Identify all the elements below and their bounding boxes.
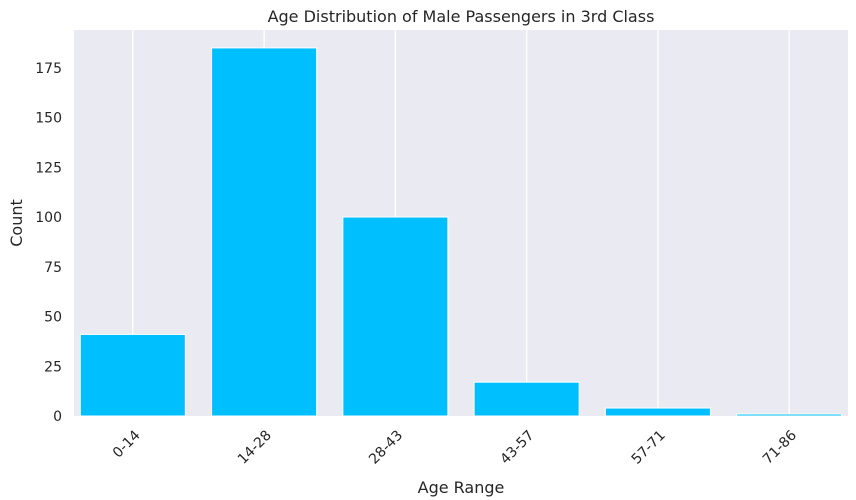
bar-71-86 xyxy=(736,413,843,417)
x-tick-label: 14-28 xyxy=(235,428,275,468)
plot-area xyxy=(74,30,848,416)
bar-28-43 xyxy=(342,216,449,417)
bar-57-71 xyxy=(604,407,711,417)
y-tick-label: 75 xyxy=(44,260,62,276)
y-tick-label: 25 xyxy=(44,359,62,375)
x-axis-label: Age Range xyxy=(418,478,505,497)
bar-43-57 xyxy=(473,381,580,417)
bar-0-14 xyxy=(79,333,186,417)
y-axis-label: Count xyxy=(7,199,26,247)
x-tick-label: 0-14 xyxy=(110,427,144,461)
x-tick-label: 43-57 xyxy=(497,428,537,468)
y-tick-labels: 0 25 50 75 100 125 150 175 xyxy=(35,61,62,425)
x-tick-label: 71-86 xyxy=(760,427,800,467)
y-tick-label: 0 xyxy=(53,409,62,425)
bar-14-28 xyxy=(211,47,318,417)
chart-title: Age Distribution of Male Passengers in 3… xyxy=(268,7,655,26)
y-tick-label: 50 xyxy=(44,310,62,326)
x-tick-label: 57-71 xyxy=(629,428,669,468)
y-tick-label: 150 xyxy=(35,111,62,127)
y-tick-label: 100 xyxy=(35,210,62,226)
x-tick-labels: 0-14 14-28 28-43 43-57 57-71 71-86 xyxy=(110,427,800,467)
y-tick-label: 125 xyxy=(35,160,62,176)
bars xyxy=(79,47,843,417)
x-tick-label: 28-43 xyxy=(366,428,406,468)
y-tick-label: 175 xyxy=(35,61,62,77)
